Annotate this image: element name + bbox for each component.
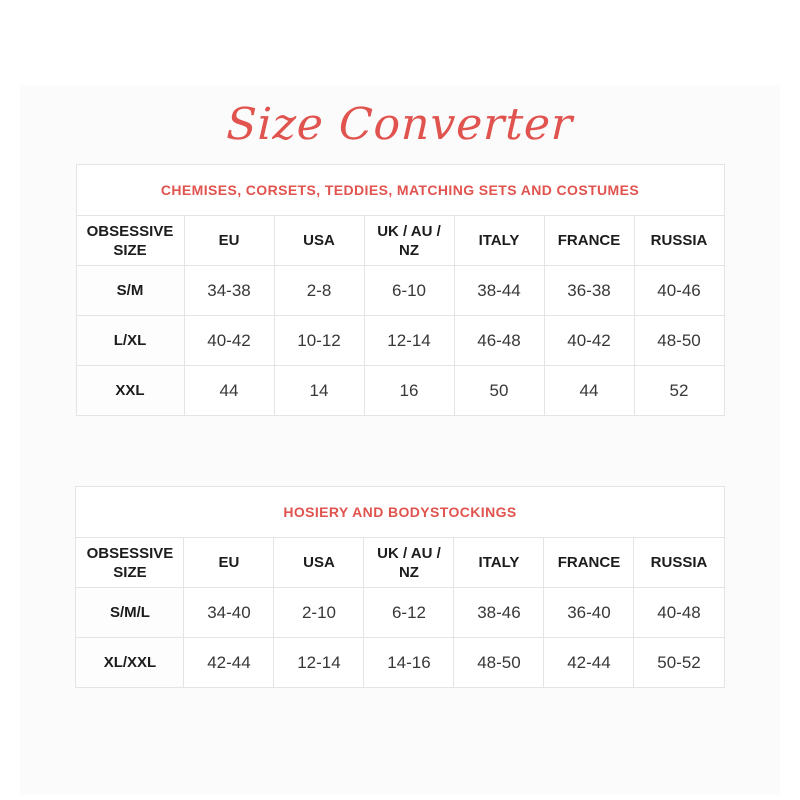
- size-value-cell: 42-44: [183, 637, 275, 688]
- page-title: Size Converter: [225, 99, 574, 150]
- size-row-label: XXL: [75, 365, 185, 416]
- size-row-label: S/M: [75, 265, 185, 316]
- size-value-cell: 40-46: [633, 265, 725, 316]
- size-value-cell: 50: [453, 365, 545, 416]
- table-header-row: OBSESSIVE SIZE EU USA UK / AU / NZ ITALY FRAN…: [75, 215, 725, 266]
- size-value-cell: 34-38: [183, 265, 275, 316]
- size-value-cell: 16: [363, 365, 455, 416]
- column-header: OBSESSIVE SIZE: [75, 215, 185, 266]
- size-value-cell: 6-12: [363, 587, 455, 638]
- column-header: ITALY: [453, 215, 545, 266]
- table-row: S/M 34-38 2-8 6-10 38-44 36-38 40-46: [75, 265, 725, 316]
- size-value-cell: 42-44: [543, 637, 635, 688]
- table-row: XXL 44 14 16 50 44 52: [75, 365, 725, 416]
- table-row: S/M/L 34-40 2-10 6-12 38-46 36-40 40-48: [75, 587, 725, 638]
- column-header: FRANCE: [543, 537, 635, 588]
- size-value-cell: 40-42: [543, 315, 635, 366]
- column-header: USA: [273, 537, 365, 588]
- table-row: L/XL 40-42 10-12 12-14 46-48 40-42 48-50: [75, 315, 725, 366]
- size-value-cell: 44: [543, 365, 635, 416]
- column-header: UK / AU / NZ: [363, 537, 455, 588]
- size-table: HOSIERY AND BODYSTOCKINGS OBSESSIVE SIZE E…: [75, 486, 725, 688]
- size-value-cell: 40-42: [183, 315, 275, 366]
- column-header: EU: [183, 537, 275, 588]
- size-value-cell: 14-16: [363, 637, 455, 688]
- size-value-cell: 12-14: [363, 315, 455, 366]
- content-panel: Size Converter CHEMISES, CORSETS, TEDDIE…: [20, 85, 780, 795]
- column-header: ITALY: [453, 537, 545, 588]
- size-value-cell: 46-48: [453, 315, 545, 366]
- table-caption: CHEMISES, CORSETS, TEDDIES, MATCHING SET…: [75, 164, 725, 216]
- size-row-label: L/XL: [75, 315, 185, 366]
- size-value-cell: 36-40: [543, 587, 635, 638]
- size-value-cell: 10-12: [273, 315, 365, 366]
- table-caption: HOSIERY AND BODYSTOCKINGS: [75, 486, 725, 538]
- size-value-cell: 6-10: [363, 265, 455, 316]
- size-value-cell: 48-50: [453, 637, 545, 688]
- size-value-cell: 36-38: [543, 265, 635, 316]
- size-row-label: XL/XXL: [75, 637, 185, 688]
- size-value-cell: 40-48: [633, 587, 725, 638]
- size-value-cell: 44: [183, 365, 275, 416]
- table-row: XL/XXL 42-44 12-14 14-16 48-50 42-44 50-52: [75, 637, 725, 688]
- size-value-cell: 2-10: [273, 587, 365, 638]
- column-header: RUSSIA: [633, 215, 725, 266]
- table-header-row: OBSESSIVE SIZE EU USA UK / AU / NZ ITALY FRAN…: [75, 537, 725, 588]
- column-header: USA: [273, 215, 365, 266]
- column-header: OBSESSIVE SIZE: [75, 537, 185, 588]
- size-value-cell: 52: [633, 365, 725, 416]
- size-converter-tables: CHEMISES, CORSETS, TEDDIES, MATCHING SET…: [20, 164, 780, 688]
- size-value-cell: 38-44: [453, 265, 545, 316]
- size-value-cell: 50-52: [633, 637, 725, 688]
- size-value-cell: 34-40: [183, 587, 275, 638]
- size-value-cell: 48-50: [633, 315, 725, 366]
- size-table: CHEMISES, CORSETS, TEDDIES, MATCHING SET…: [75, 164, 725, 416]
- size-value-cell: 12-14: [273, 637, 365, 688]
- size-row-label: S/M/L: [75, 587, 185, 638]
- column-header: EU: [183, 215, 275, 266]
- column-header: RUSSIA: [633, 537, 725, 588]
- size-value-cell: 14: [273, 365, 365, 416]
- column-header: UK / AU / NZ: [363, 215, 455, 266]
- size-value-cell: 2-8: [273, 265, 365, 316]
- size-value-cell: 38-46: [453, 587, 545, 638]
- column-header: FRANCE: [543, 215, 635, 266]
